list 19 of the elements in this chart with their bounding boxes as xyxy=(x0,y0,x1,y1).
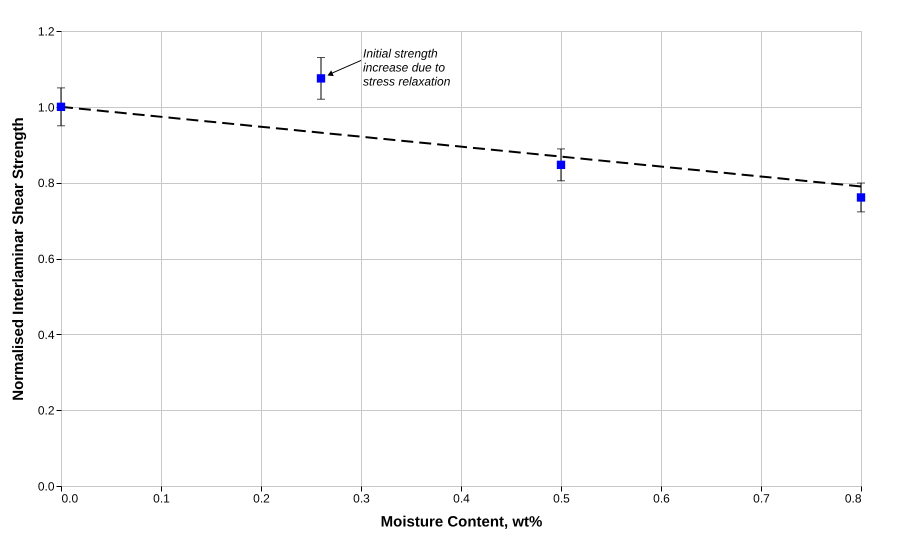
x-tick-label: 0.6 xyxy=(653,492,670,506)
y-tick-label: 0.0 xyxy=(38,480,55,494)
y-tick-label: 1.2 xyxy=(38,24,55,38)
x-axis-title: Moisture Content, wt% xyxy=(380,514,542,530)
annotation: Initial strength increase due to stress relaxation xyxy=(363,46,451,88)
x-tick-label: 0.7 xyxy=(753,492,770,506)
x-tick-label: 0.3 xyxy=(353,492,370,506)
x-tick-label: 0.8 xyxy=(844,492,862,506)
x-tick-label: 0.0 xyxy=(62,492,79,506)
x-tick-label: 0.2 xyxy=(253,492,270,506)
x-tick-label: 0.1 xyxy=(153,492,170,506)
y-tick-label: 0.6 xyxy=(38,252,55,266)
x-tick-label: 0.5 xyxy=(553,492,570,506)
y-tick-label: 0.4 xyxy=(38,328,55,342)
y-axis-title: Normalised Interlaminar Shear Strength xyxy=(10,117,27,401)
y-tick-label: 1.0 xyxy=(38,100,55,114)
y-tick-label: 0.2 xyxy=(38,404,55,418)
x-tick-label: 0.4 xyxy=(453,492,470,506)
y-tick-label: 0.8 xyxy=(38,176,55,190)
